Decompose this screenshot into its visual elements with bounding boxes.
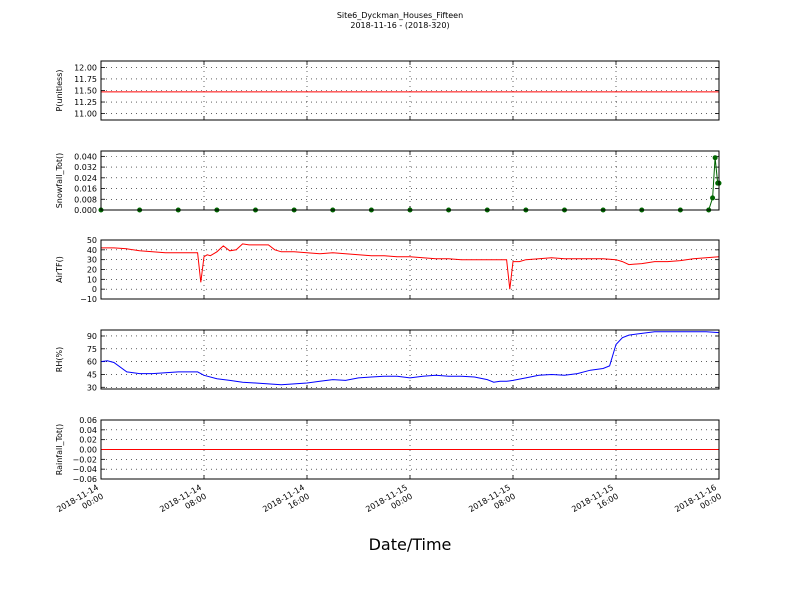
plot4-series-line <box>100 331 720 386</box>
plot1-ytick-label: 11.00 <box>74 110 97 119</box>
plot1-ytick-label: 11.25 <box>74 98 97 107</box>
plot5-ytick-label: −0.02 <box>72 455 97 464</box>
plot1-ytick-label: 11.75 <box>74 75 97 84</box>
plot4-ytick-label: 60 <box>87 358 97 367</box>
plot3-ytick-label: 50 <box>87 236 97 245</box>
plot3-ytick-label: 40 <box>87 246 97 255</box>
plot2-axes-frame <box>100 150 720 211</box>
xtick-label: 2018-11-1500:00 <box>364 483 414 523</box>
plot1-ytick-label: 12.00 <box>74 63 97 72</box>
plot2-ytick-label: 0.024 <box>74 174 97 183</box>
figure-title: Site6_Dyckman_Houses_Fifteen <box>336 11 464 20</box>
plot1-axes-frame <box>100 60 720 121</box>
plot3-series-line <box>101 243 720 290</box>
plot5-ytick-label: −0.04 <box>72 465 97 474</box>
plot5-ytick-label: −0.06 <box>72 475 97 484</box>
plot5-ytick-label: 0.04 <box>79 426 97 435</box>
xtick-label: 2018-11-1516:00 <box>570 483 620 523</box>
plot4-axes-frame <box>100 329 720 390</box>
figure-subtitle: 2018-11-16 - (2018-320) <box>350 21 450 30</box>
plot3-ylabel: AirTF() <box>55 256 64 283</box>
plot4-ylabel: RH(%) <box>55 347 64 372</box>
plot5-ylabel: Rainfall_Tot() <box>55 424 64 476</box>
plot3-ytick-label: 30 <box>87 256 97 265</box>
plot3-ytick-label: 0 <box>92 285 97 294</box>
plot2-ylabel: Snowfall_Tot() <box>55 153 64 209</box>
plot2-ytick-label: 0.000 <box>74 206 97 215</box>
x-axis-label: Date/Time <box>369 535 452 554</box>
plot3-ytick-label: 10 <box>87 275 97 284</box>
plot1-ytick-label: 11.50 <box>74 87 97 96</box>
xtick-label: 2018-11-1508:00 <box>467 483 517 523</box>
plot2-data-point <box>710 195 716 201</box>
plot4-ytick-label: 30 <box>87 383 97 392</box>
plot2-ytick-label: 0.040 <box>74 152 97 161</box>
plot4-ytick-label: 75 <box>87 345 97 354</box>
plot4-ytick-label: 45 <box>87 370 97 379</box>
plot5-ytick-label: 0.06 <box>79 416 97 425</box>
plot5-ytick-label: 0.00 <box>79 446 97 455</box>
plot2-ytick-label: 0.016 <box>74 185 97 194</box>
plot3-axes-frame <box>100 239 720 300</box>
xtick-label: 2018-11-1400:00 <box>55 483 105 523</box>
plot2-series-line <box>101 157 719 211</box>
xtick-label: 2018-11-1408:00 <box>158 483 208 523</box>
xtick-label: 2018-11-1416:00 <box>261 483 311 523</box>
plot5-ytick-label: 0.02 <box>79 436 97 445</box>
xtick-label: 2018-11-1600:00 <box>673 483 723 523</box>
plot2-ytick-label: 0.032 <box>74 163 97 172</box>
plot2-ytick-label: 0.008 <box>74 195 97 204</box>
plot1-ylabel: P(unitless) <box>55 69 64 111</box>
plot3-ytick-label: −10 <box>80 295 97 304</box>
plot5-axes-frame <box>100 419 720 480</box>
plot4-ytick-label: 90 <box>87 332 97 341</box>
plot2-data-point <box>712 155 718 161</box>
plot3-ytick-label: 20 <box>87 266 97 275</box>
